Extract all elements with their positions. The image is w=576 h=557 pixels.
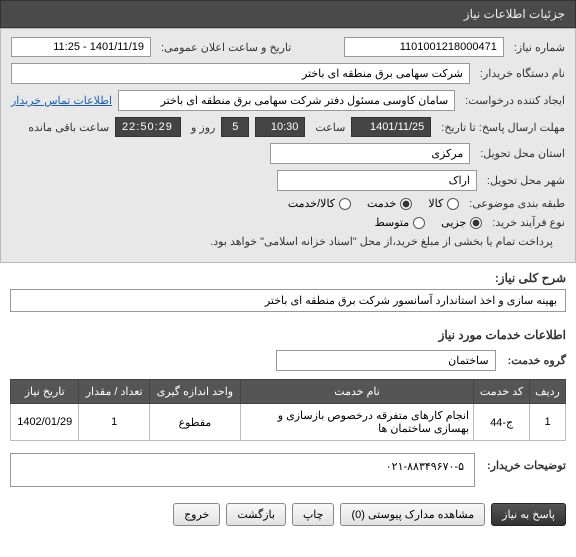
- back-button[interactable]: بازگشت: [226, 503, 286, 526]
- ann-datetime-label: تاریخ و ساعت اعلان عمومی:: [161, 41, 291, 54]
- radio-icon: [339, 198, 351, 210]
- city-field: اراک: [277, 170, 477, 191]
- radio-goods-label: کالا: [428, 197, 443, 210]
- desc-title-field: بهینه سازی و اخذ استاندارد آسانسور شرکت …: [10, 289, 566, 312]
- requester-field: سامان کاوسی مسئول دفتر شرکت سهامی برق من…: [118, 90, 455, 111]
- attachments-button[interactable]: مشاهده مدارک پیوستی (0): [340, 503, 485, 526]
- th-name: نام خدمت: [241, 380, 474, 404]
- th-qty: تعداد / مقدار: [79, 380, 149, 404]
- radio-goods-service[interactable]: کالا/خدمت: [288, 197, 351, 210]
- exit-button[interactable]: خروج: [173, 503, 220, 526]
- reply-button[interactable]: پاسخ به نیاز: [491, 503, 566, 526]
- radio-service[interactable]: خدمت: [367, 197, 412, 210]
- buyer-notes-text: ۰۲۱-۸۸۳۴۹۶۷۰-۵: [386, 461, 464, 473]
- buyer-notes-label: توضیحات خریدار:: [487, 453, 566, 472]
- th-date: تاریخ نیاز: [11, 380, 79, 404]
- radio-partial[interactable]: جزیی: [441, 216, 482, 229]
- table-row: 1 ج-44 انجام کارهای متفرقه درخصوص بازساز…: [11, 404, 566, 441]
- buyer-field: شرکت سهامی برق منطقه ای باختر: [11, 63, 470, 84]
- radio-icon: [413, 217, 425, 229]
- print-button[interactable]: چاپ: [292, 503, 335, 526]
- buyer-label: نام دستگاه خریدار:: [480, 67, 565, 80]
- city-label: شهر محل تحویل:: [487, 174, 565, 187]
- cell-name: انجام کارهای متفرقه درخصوص بازسازی و بهس…: [241, 404, 474, 441]
- panel-header: جزئیات اطلاعات نیاز: [0, 0, 576, 28]
- province-label: استان محل تحویل:: [480, 147, 565, 160]
- th-unit: واحد اندازه گیری: [149, 380, 240, 404]
- cell-qty: 1: [79, 404, 149, 441]
- service-group-label: گروه خدمت:: [508, 354, 566, 367]
- radio-icon: [447, 198, 459, 210]
- cell-date: 1402/01/29: [11, 404, 79, 441]
- services-header: اطلاعات خدمات مورد نیاز: [0, 320, 576, 346]
- payment-note: پرداخت تمام یا بخشی از مبلغ خرید،از محل …: [210, 235, 553, 248]
- deadline-label: مهلت ارسال پاسخ: تا تاریخ:: [441, 121, 565, 134]
- ann-datetime-field: 1401/11/19 - 11:25: [11, 37, 151, 57]
- cell-row: 1: [530, 404, 566, 441]
- services-table: ردیف کد خدمت نام خدمت واحد اندازه گیری ت…: [10, 379, 566, 441]
- remaining-label: ساعت باقی مانده: [28, 121, 109, 134]
- radio-goods[interactable]: کالا: [428, 197, 459, 210]
- radio-icon: [400, 198, 412, 210]
- service-group-field: ساختمان: [276, 350, 496, 371]
- th-code: کد خدمت: [474, 380, 530, 404]
- radio-partial-label: جزیی: [441, 216, 466, 229]
- panel-title: جزئیات اطلاعات نیاز: [464, 7, 565, 21]
- need-no-label: شماره نیاز:: [514, 41, 565, 54]
- radio-medium[interactable]: متوسط: [375, 216, 426, 229]
- radio-medium-label: متوسط: [375, 216, 410, 229]
- need-no-field: 1101001218000471: [344, 37, 504, 57]
- countdown: 22:50:29: [115, 117, 181, 137]
- day-label: روز و: [191, 121, 215, 134]
- radio-icon: [470, 217, 482, 229]
- requester-label: ایجاد کننده درخواست:: [465, 94, 565, 107]
- radio-service-label: خدمت: [367, 197, 396, 210]
- contact-link[interactable]: اطلاعات تماس خریدار: [11, 94, 112, 107]
- info-panel: شماره نیاز: 1101001218000471 تاریخ و ساع…: [0, 28, 576, 263]
- button-bar: پاسخ به نیاز مشاهده مدارک پیوستی (0) چاپ…: [0, 495, 576, 540]
- days-left: 5: [221, 117, 249, 137]
- deadline-hour: 10:30: [255, 117, 305, 137]
- cell-code: ج-44: [474, 404, 530, 441]
- hour-label: ساعت: [315, 121, 345, 134]
- th-row: ردیف: [530, 380, 566, 404]
- cell-unit: مقطوع: [149, 404, 240, 441]
- deadline-date: 1401/11/25: [351, 117, 431, 137]
- buyer-notes-field: ۰۲۱-۸۸۳۴۹۶۷۰-۵: [10, 453, 475, 487]
- province-field: مرکزی: [270, 143, 470, 164]
- subject-class-label: طبقه بندی موضوعی:: [469, 197, 565, 210]
- radio-goods-service-label: کالا/خدمت: [288, 197, 335, 210]
- desc-title-label: شرح کلی نیاز:: [0, 263, 576, 289]
- purchase-type-label: نوع فرآیند خرید:: [492, 216, 565, 229]
